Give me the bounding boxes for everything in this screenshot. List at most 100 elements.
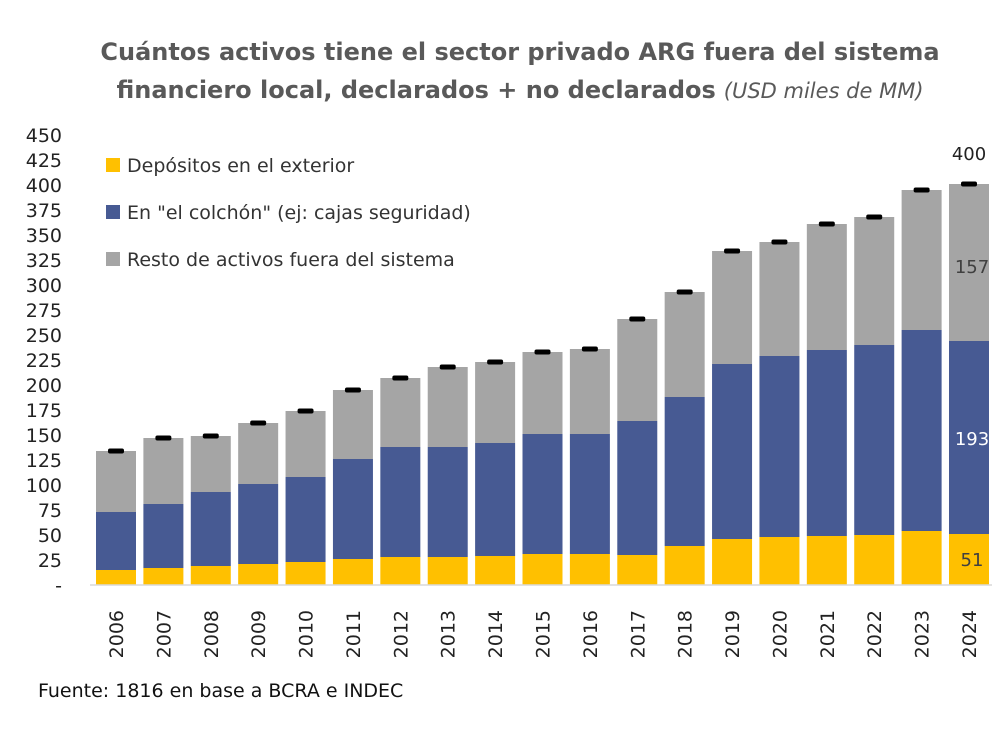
bar-segment-other: [238, 423, 279, 484]
bar-segment-mattress: [664, 397, 705, 546]
total-marker: [913, 187, 930, 193]
total-marker: [676, 289, 693, 295]
y-tick-label: 300: [26, 275, 62, 297]
bar-segment-other: [332, 390, 373, 459]
total-marker: [818, 221, 835, 227]
bar-segment-other: [475, 362, 516, 443]
bar-segment-other: [143, 438, 184, 504]
bar-segment-deposits: [617, 555, 658, 585]
data-label-other-2024: 157: [955, 257, 989, 278]
bar-segment-deposits: [664, 546, 705, 585]
bar-segment-other: [806, 224, 847, 350]
x-tick-label: 2007: [153, 610, 175, 658]
x-tick-label: 2017: [627, 610, 649, 658]
x-tick-label: 2008: [201, 610, 223, 658]
total-marker: [961, 181, 977, 187]
bar-segment-other: [949, 184, 989, 341]
total-marker: [534, 349, 551, 355]
y-tick-label: 150: [26, 425, 62, 447]
y-tick-label: 50: [38, 525, 62, 547]
bar-segment-mattress: [427, 447, 468, 557]
total-marker: [155, 435, 172, 441]
legend: Depósitos en el exterior En "el colchón" …: [106, 155, 471, 271]
x-tick-label: 2013: [438, 610, 460, 658]
bar-segment-mattress: [190, 492, 231, 566]
x-tick-label: 2011: [343, 610, 365, 658]
bar-segment-deposits: [238, 564, 279, 585]
bar-segment-mattress: [96, 512, 136, 570]
bar-segment-other: [190, 436, 231, 492]
y-tick-label: 450: [26, 125, 62, 147]
bar-segment-mattress: [569, 434, 610, 554]
y-tick-label: 100: [26, 475, 62, 497]
legend-swatch: [106, 205, 120, 219]
bar-segment-other: [380, 378, 421, 447]
bar-segment-other: [427, 367, 468, 447]
total-marker: [439, 364, 456, 370]
bar-segment-deposits: [569, 554, 610, 585]
bar-segment-deposits: [332, 559, 373, 585]
bar-segment-other: [759, 242, 800, 356]
bar-segment-mattress: [143, 504, 184, 568]
legend-label: Resto de activos fuera del sistema: [127, 249, 455, 271]
total-marker: [866, 214, 883, 220]
bar-segment-deposits: [285, 562, 326, 585]
bar-segment-deposits: [759, 537, 800, 585]
total-marker: [581, 346, 598, 352]
bar-segment-deposits: [427, 557, 468, 585]
legend-label: Depósitos en el exterior: [127, 155, 354, 177]
x-tick-label: 2019: [722, 610, 744, 658]
bars: [96, 181, 989, 585]
bar-segment-deposits: [901, 531, 942, 585]
bar-segment-mattress: [380, 447, 421, 557]
bar-segment-deposits: [143, 568, 184, 585]
bar-segment-mattress: [712, 364, 753, 539]
bar-segment-deposits: [190, 566, 231, 585]
bar-segment-mattress: [617, 421, 658, 555]
bar-segment-other: [854, 217, 895, 345]
bar-segment-mattress: [522, 434, 563, 554]
total-marker: [250, 420, 267, 426]
bar-segment-other: [96, 451, 136, 512]
x-tick-label: 2021: [817, 610, 839, 658]
chart-subtitle: (USD miles de MM): [724, 79, 924, 103]
x-tick-label: 2012: [390, 610, 412, 658]
total-marker: [297, 408, 314, 414]
y-tick-label: 25: [38, 550, 62, 572]
x-tick-label: 2010: [296, 610, 318, 658]
y-tick-label: 225: [26, 350, 62, 372]
y-tick-label: 350: [26, 225, 62, 247]
y-tick-label: 125: [26, 450, 62, 472]
bar-segment-other: [617, 319, 658, 421]
y-axis: - 25 50 75 100 125 150 175 200 225 250 275 300 325 350…: [26, 125, 62, 597]
y-tick-label: 200: [26, 375, 62, 397]
total-marker: [202, 433, 219, 439]
y-tick-label: 275: [26, 300, 62, 322]
y-tick-label: 75: [38, 500, 62, 522]
total-marker: [629, 316, 646, 322]
x-tick-label: 2014: [485, 610, 507, 658]
chart-title-line2: financiero local, declarados + no declar…: [116, 76, 923, 104]
bar-segment-mattress: [806, 350, 847, 536]
bar-segment-mattress: [475, 443, 516, 556]
x-tick-label: 2023: [912, 610, 934, 658]
bar-segment-other: [522, 352, 563, 434]
bar-segment-mattress: [285, 477, 326, 562]
y-tick-label: 325: [26, 250, 62, 272]
bar-segment-deposits: [854, 535, 895, 585]
x-tick-label: 2015: [533, 610, 555, 658]
data-label-mattress-2024: 193: [955, 429, 989, 450]
total-marker: [108, 448, 124, 454]
y-tick-label: 175: [26, 400, 62, 422]
bar-segment-other: [664, 292, 705, 397]
x-tick-label: 2009: [248, 610, 270, 658]
bar-segment-deposits: [475, 556, 516, 585]
y-tick-label: 425: [26, 150, 62, 172]
total-label-2024: 400: [952, 144, 986, 165]
bar-segment-mattress: [854, 345, 895, 535]
bar-segment-deposits: [712, 539, 753, 585]
annotations: 400 157 193 51: [952, 144, 989, 571]
legend-swatch: [106, 252, 120, 266]
total-marker: [392, 375, 409, 381]
bar-segment-other: [712, 251, 753, 364]
